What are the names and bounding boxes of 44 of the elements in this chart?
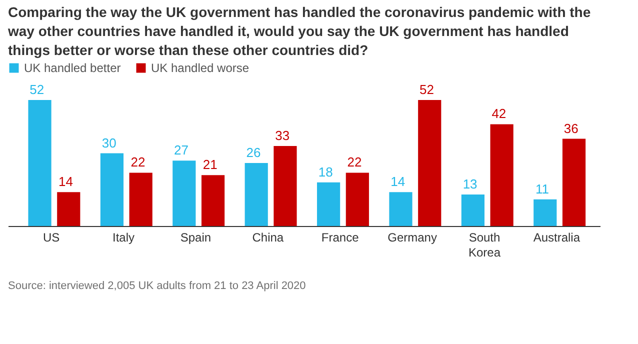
data-label: 52 (419, 82, 434, 97)
bar (244, 163, 268, 226)
bar (316, 182, 340, 226)
x-tick-label: Italy (112, 230, 135, 244)
chart-title: Comparing the way the UK government has handled the coronavirus pandemic with the way other countries have handled it, would you say the UK government has handled things better or worse than these other countries did? (7, 4, 591, 58)
bar (57, 192, 80, 226)
x-tick-label: France (321, 230, 360, 244)
data-label: 36 (564, 120, 578, 136)
legend-label: UK handled better (24, 61, 121, 75)
bar (28, 100, 52, 226)
bar (534, 199, 557, 226)
data-label: 18 (318, 164, 333, 180)
bar (418, 100, 442, 226)
bar (389, 192, 412, 226)
x-tick-label: Germany (388, 230, 437, 244)
source-note: Source: interviewed 2,005 UK adults from 21 to 23 April 2020 (8, 280, 307, 292)
data-label: 14 (58, 174, 73, 190)
x-tick-label: South Korea (468, 230, 501, 260)
bar (562, 138, 586, 226)
data-label: 26 (246, 145, 261, 160)
bar (490, 124, 514, 226)
x-tick-label: China (252, 230, 284, 244)
data-label: 21 (202, 157, 218, 172)
data-label: 13 (462, 176, 478, 192)
legend-label: UK handled worse (151, 61, 250, 75)
data-label: 11 (535, 181, 549, 196)
bar (100, 153, 124, 226)
data-label: 22 (130, 154, 146, 170)
data-label: 33 (275, 128, 290, 144)
x-tick-label: Australia (533, 230, 580, 244)
data-label: 22 (347, 154, 362, 170)
bar (274, 146, 297, 226)
data-label: 42 (492, 106, 506, 122)
x-tick-label: US (42, 230, 60, 244)
bar (461, 194, 484, 226)
bar (201, 175, 225, 226)
bar (129, 172, 152, 226)
data-label: 14 (390, 174, 406, 190)
bar (346, 172, 369, 226)
data-label: 27 (174, 142, 189, 158)
data-label: 52 (30, 82, 44, 97)
data-label: 30 (102, 135, 116, 150)
bar (172, 160, 196, 226)
x-tick-label: Spain (180, 230, 212, 244)
